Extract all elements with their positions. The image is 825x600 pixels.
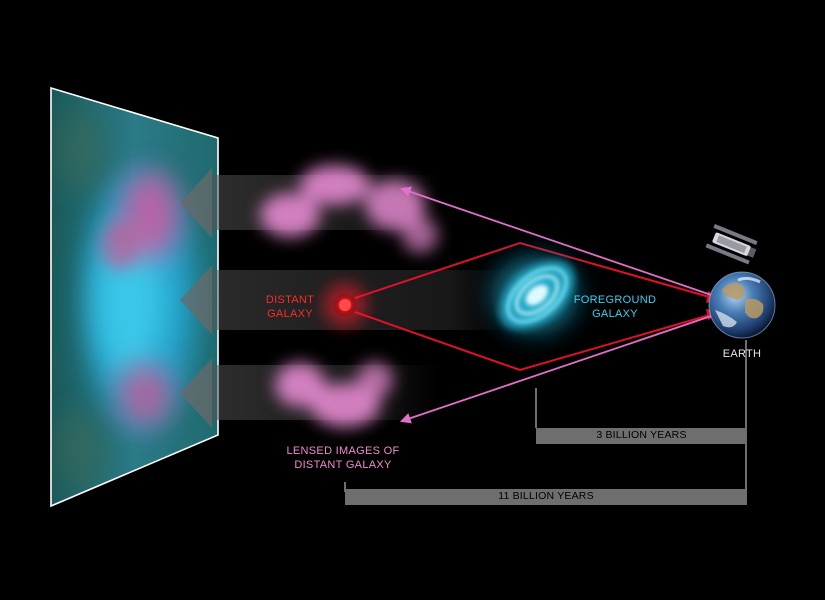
distance-11-billion — [344, 444, 747, 505]
foreground-galaxy-label: FOREGROUND GALAXY — [573, 294, 657, 320]
eleven-billion-years-label: 11 BILLION YEARS — [498, 490, 594, 502]
distant-galaxy-label: DISTANT GALAXY — [265, 294, 315, 320]
three-billion-years-label: 3 BILLION YEARS — [596, 429, 687, 441]
apparent-rays — [399, 186, 721, 424]
lower-light-path — [354, 311, 721, 372]
satellite-telescope-icon — [705, 224, 758, 265]
lower-apparent-ray — [399, 312, 721, 424]
distant-galaxy — [323, 283, 367, 327]
upper-beam-arrow-icon — [180, 168, 212, 238]
earth-globe-icon — [708, 271, 776, 339]
distance-3-billion — [535, 340, 747, 444]
earth-label: EARTH — [722, 348, 762, 360]
upper-apparent-ray — [399, 186, 721, 299]
lensed-images-label: LENSED IMAGES OF DISTANT GALAXY — [286, 445, 400, 471]
lower-beam-arrow-icon — [180, 358, 212, 428]
foreground-galaxy — [475, 240, 595, 350]
observed-image-panel — [50, 86, 219, 508]
middle-beam-arrow-icon — [180, 265, 212, 335]
lower-lensed-image — [275, 362, 393, 427]
